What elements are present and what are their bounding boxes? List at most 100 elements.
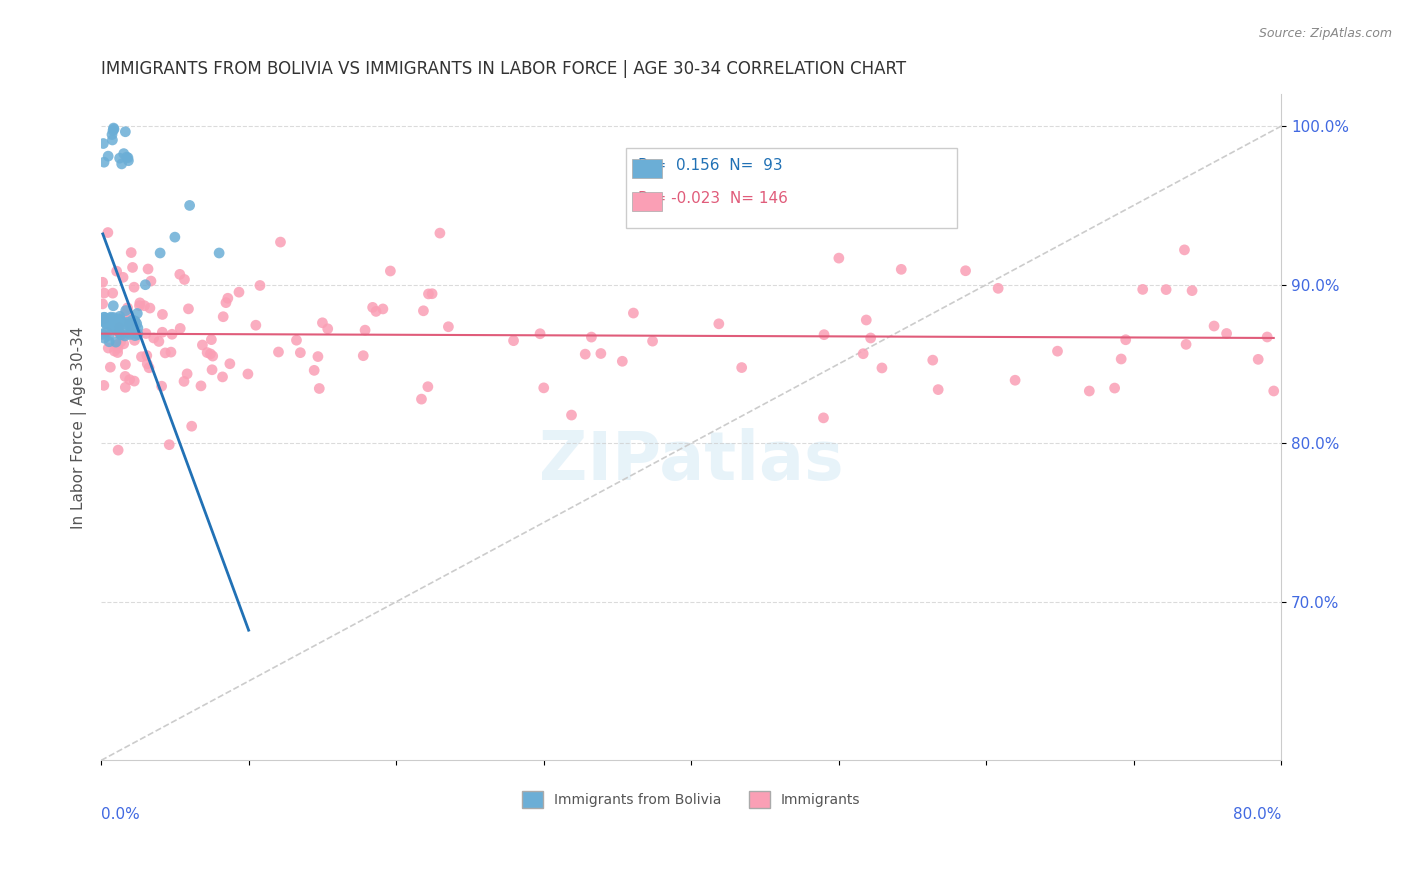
Immigrants [142,331,165,345]
Immigrants [114,380,136,394]
Immigrants from Bolivia [124,320,146,334]
Immigrants from Bolivia [111,320,134,334]
Immigrants [97,341,120,355]
Immigrants from Bolivia [117,153,139,168]
Immigrants [228,285,250,300]
Immigrants [101,286,124,301]
Immigrants [502,334,524,348]
Immigrants [160,345,183,359]
Immigrants [707,317,730,331]
Immigrants [855,313,877,327]
Immigrants [107,341,129,355]
Immigrants [97,226,120,240]
Immigrants [418,287,440,301]
Immigrants [105,338,128,352]
Text: ZIPatlas: ZIPatlas [538,428,844,493]
Immigrants [354,323,377,337]
Immigrants [621,306,644,320]
Immigrants [136,262,159,277]
Immigrants [307,350,329,364]
Immigrants [217,291,239,305]
Immigrants [1046,344,1069,359]
Immigrants [135,326,157,341]
Immigrants [870,360,893,375]
Immigrants from Bolivia [127,327,149,342]
Immigrants [155,346,177,360]
Immigrants from Bolivia [100,310,122,325]
Immigrants [108,320,131,334]
Immigrants [211,370,233,384]
Immigrants [98,360,121,375]
Immigrants from Bolivia [208,246,231,260]
Bar [633,159,662,178]
Immigrants [93,378,115,392]
Immigrants from Bolivia [115,150,138,164]
Immigrants [890,262,912,277]
Immigrants from Bolivia [98,311,121,326]
Immigrants [110,334,132,349]
Immigrants [112,270,135,285]
Immigrants [236,367,259,381]
Immigrants [731,360,754,375]
Immigrants from Bolivia [104,335,127,350]
Immigrants from Bolivia [117,315,139,329]
Immigrants [311,316,333,330]
Immigrants from Bolivia [108,326,131,340]
Immigrants [955,264,977,278]
Immigrants [150,379,173,393]
Immigrants [371,301,394,316]
Immigrants from Bolivia [101,123,124,137]
Immigrants from Bolivia [149,246,172,260]
Immigrants [176,367,198,381]
Immigrants from Bolivia [103,299,125,313]
Immigrants from Bolivia [124,328,146,343]
Immigrants from Bolivia [108,151,131,165]
Immigrants [641,334,664,348]
Immigrants [136,357,159,371]
Immigrants from Bolivia [115,317,138,331]
Immigrants [529,326,551,341]
Immigrants [118,373,141,387]
Immigrants [412,303,434,318]
Immigrants from Bolivia [107,319,129,334]
Immigrants from Bolivia [108,310,131,324]
Immigrants [429,226,451,240]
Immigrants [212,310,235,324]
Immigrants [1247,352,1270,367]
Immigrants from Bolivia [103,320,125,334]
Immigrants [411,392,433,406]
Immigrants [1263,384,1285,398]
Immigrants from Bolivia [93,136,115,151]
Immigrants [1109,351,1132,366]
Immigrants [177,301,200,316]
Immigrants [114,358,136,372]
Immigrants from Bolivia [93,331,115,345]
Immigrants [111,329,134,343]
Immigrants from Bolivia [112,146,135,161]
Immigrants [148,334,170,349]
Immigrants from Bolivia [101,128,124,142]
Immigrants from Bolivia [114,329,136,343]
Immigrants [139,274,162,288]
Immigrants [118,326,141,340]
Immigrants from Bolivia [114,125,136,139]
Immigrants from Bolivia [100,318,122,332]
Immigrants [112,308,135,322]
Immigrants [120,326,142,341]
Immigrants from Bolivia [108,318,131,332]
Immigrants [112,336,135,351]
Immigrants [828,251,851,265]
Immigrants [96,325,118,339]
Immigrants [103,344,125,359]
Immigrants [316,322,339,336]
Immigrants [201,349,224,363]
Immigrants [120,325,142,339]
Immigrants [134,299,156,313]
Immigrants from Bolivia [111,314,134,328]
Immigrants [852,347,875,361]
Immigrants from Bolivia [120,318,142,332]
Immigrants from Bolivia [94,311,117,326]
Immigrants [169,268,191,282]
Immigrants [560,408,582,422]
Immigrants [215,295,238,310]
